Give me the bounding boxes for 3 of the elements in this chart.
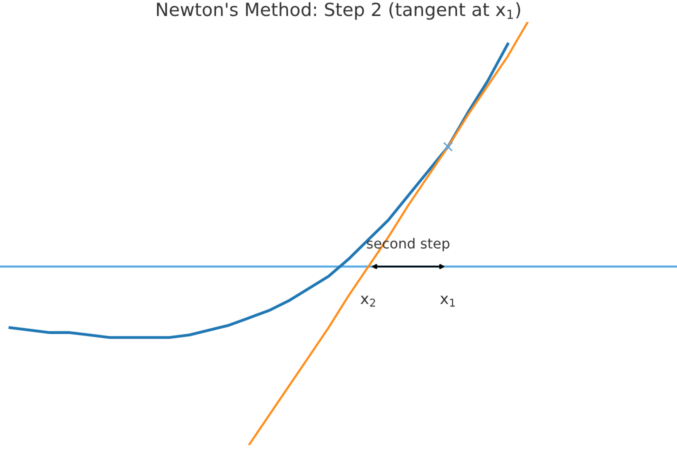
annotation: x$_{1}$ xyxy=(440,296,455,307)
annotation: x$_{2}$ xyxy=(360,296,376,307)
chart-title: Newton's Method: Step 2 (tangent at x$_{1}$) xyxy=(157,2,520,20)
